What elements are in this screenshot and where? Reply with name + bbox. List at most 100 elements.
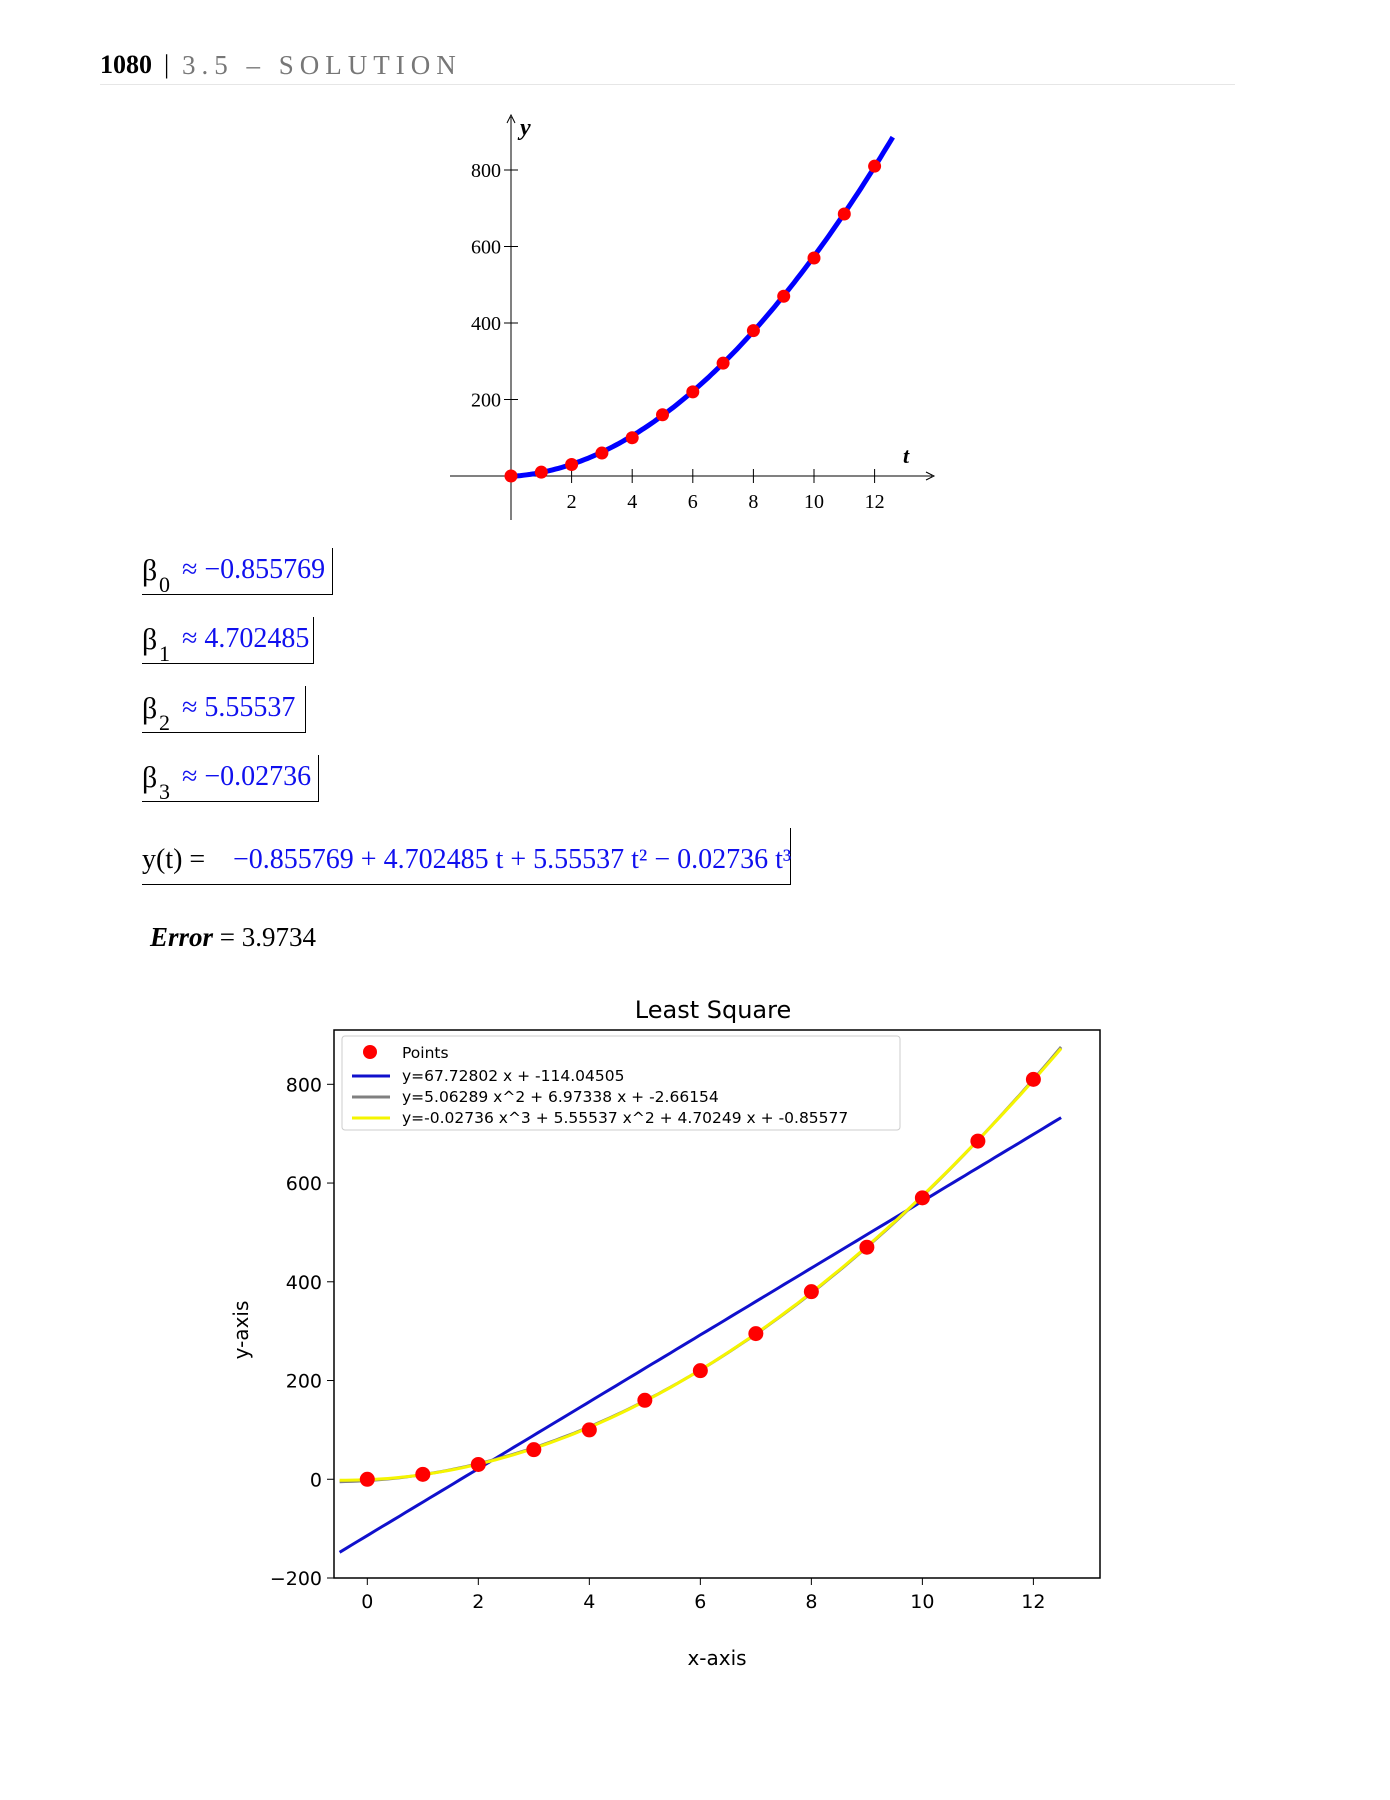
data-point [625, 431, 639, 445]
y-axis-label: y [517, 115, 531, 141]
data-point [656, 408, 669, 422]
y-tick-label: 200 [471, 390, 501, 412]
header-separator: | [164, 50, 170, 79]
data-point [504, 469, 518, 483]
data-point [837, 207, 851, 221]
beta2-subscript: 2 [159, 710, 170, 735]
legend-label: y=67.72802 x + -114.04505 [402, 1067, 624, 1085]
beta1-number: 4.702485 [204, 623, 310, 654]
x-tick-label: 2 [567, 491, 577, 513]
x-tick-label: 6 [694, 1591, 706, 1613]
legend-label: y=-0.02736 x^3 + 5.55537 x^2 + 4.70249 x… [402, 1109, 848, 1127]
fit-curve [510, 135, 895, 479]
least-square-chart: Least Square 0 2 4 6 8 10 12−2000200400600800 … [229, 996, 1101, 1670]
beta0-number: −0.855769 [204, 554, 326, 585]
beta3-op: ≈ [182, 761, 198, 792]
x-tick-label: 2 [472, 1591, 484, 1613]
beta2-number: 5.55537 [204, 692, 296, 723]
data-point [748, 1326, 764, 1342]
chart-title: Least Square [635, 996, 791, 1024]
y-tick-label: 800 [471, 160, 501, 182]
x-tick-label: 6 [688, 491, 698, 513]
maple-data-points [504, 159, 882, 483]
x-tick-label: 8 [805, 1591, 817, 1613]
y-tick-label: 400 [471, 313, 501, 335]
legend-label: Points [402, 1044, 449, 1062]
x-axis-label: x-axis [687, 1646, 746, 1670]
data-point [534, 465, 548, 479]
plot-frame [333, 1029, 1101, 1579]
x-tick-label: 10 [910, 1591, 934, 1613]
beta3-number: −0.02736 [204, 761, 312, 792]
beta0-subscript: 0 [159, 572, 170, 597]
y-tick-label: 200 [286, 1371, 322, 1393]
legend-marker-points [363, 1045, 377, 1059]
data-point [692, 1363, 708, 1379]
chart-axes [327, 1029, 1101, 1585]
beta2-result: β 2 ≈ 5.55537 [142, 686, 306, 735]
beta1-value: ≈ 4.702485 [182, 623, 309, 655]
x-tick-label: 12 [865, 491, 885, 513]
data-point [859, 1239, 875, 1255]
data-point [914, 1190, 930, 1206]
maple-tick-labels: 2 4 6 8 10 12 200 400 600 800 t y [471, 115, 910, 513]
beta2-symbol: β [142, 692, 158, 725]
data-point [415, 1466, 431, 1482]
beta3-subscript: 3 [159, 779, 170, 804]
legend-box [341, 1035, 901, 1131]
data-point [595, 446, 609, 460]
t-axis-label: t [903, 443, 910, 468]
data-point [359, 1471, 375, 1487]
x-tick-label: 12 [1021, 1591, 1045, 1613]
y-tick-label: 0 [310, 1469, 322, 1491]
beta0-op: ≈ [182, 554, 198, 585]
data-point [868, 159, 882, 173]
beta1-op: ≈ [182, 623, 198, 654]
data-point [807, 251, 821, 265]
y-axis-arrow [506, 113, 516, 124]
y-tick-label: 600 [471, 237, 501, 259]
x-tick-label: 4 [627, 491, 637, 513]
data-point [637, 1392, 653, 1408]
legend-label: y=5.06289 x^2 + 6.97338 x + -2.66154 [402, 1088, 719, 1106]
data-point [526, 1442, 542, 1458]
data-point [470, 1456, 486, 1472]
y-tick-label: 600 [286, 1173, 322, 1195]
data-point [746, 324, 760, 338]
x-tick-label: 0 [361, 1591, 373, 1613]
data-point [970, 1133, 986, 1149]
chart-tick-labels: 0 2 4 6 8 10 12 −200 0 200 400 600 800 [270, 1074, 1046, 1613]
y-tick-label: −200 [270, 1568, 322, 1590]
beta1-result: β 1 ≈ 4.702485 [142, 617, 314, 666]
maple-fit-curve [510, 135, 895, 479]
x-axis-arrow [925, 471, 936, 481]
beta3-value: ≈ −0.02736 [182, 761, 311, 793]
maple-plot: 2 4 6 8 10 12 200 400 600 800 t y [450, 113, 936, 520]
beta1-subscript: 1 [159, 641, 170, 666]
beta1-symbol: β [142, 623, 158, 656]
x-tick-label: 10 [804, 491, 824, 513]
beta3-symbol: β [142, 761, 158, 794]
fitted-equation: y(t) = −0.855769 + 4.702485 t + 5.55537 … [142, 828, 791, 885]
series-line [338, 1116, 1062, 1554]
beta3-result: β 3 ≈ −0.02736 [142, 755, 319, 804]
page-number: 1080 [100, 50, 152, 79]
data-point [1025, 1071, 1041, 1087]
data-point [716, 356, 730, 370]
beta0-symbol: β [142, 554, 158, 587]
y-tick-label: 400 [286, 1272, 322, 1294]
error-value: Error = 3.9734 [150, 922, 316, 953]
data-point [565, 458, 579, 472]
error-label: Error [150, 922, 214, 952]
equation-rhs: −0.855769 + 4.702485 t + 5.55537 t² − 0.… [233, 844, 792, 875]
x-tick-label: 8 [748, 491, 758, 513]
y-axis-label: y-axis [229, 1301, 253, 1360]
beta2-value: ≈ 5.55537 [182, 692, 295, 724]
chart-legend: Points y=67.72802 x + -114.04505 y=5.06289… [341, 1035, 901, 1131]
maple-axes [450, 113, 936, 520]
page-header: 1080 | 3.5 – SOLUTION [100, 46, 1235, 85]
beta0-result: β 0 ≈ −0.855769 [142, 548, 333, 597]
y-tick-label: 800 [286, 1074, 322, 1096]
chart-points [359, 1071, 1041, 1487]
section-title: 3.5 – SOLUTION [182, 50, 462, 80]
